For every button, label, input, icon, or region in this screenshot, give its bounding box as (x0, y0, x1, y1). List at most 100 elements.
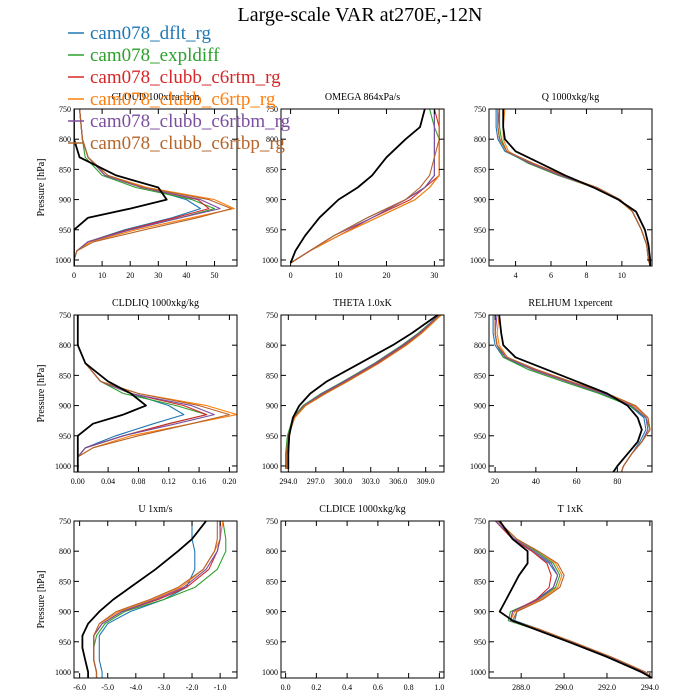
y-tick-label: 850 (474, 577, 486, 586)
y-tick-label: 750 (59, 105, 71, 114)
x-tick-label: 0.6 (373, 683, 383, 692)
y-tick-label: 750 (266, 105, 278, 114)
y-tick-label: 800 (59, 341, 71, 350)
y-tick-label: 950 (59, 432, 71, 441)
x-tick-label: -4.0 (129, 683, 142, 692)
plot-frame (73, 520, 238, 679)
y-tick-label: 900 (59, 196, 71, 205)
plot-frame (488, 314, 653, 473)
y-tick-label: 1000 (470, 668, 486, 677)
legend-label: cam078_clubb_c6rtm_rg (90, 67, 281, 88)
panel-title: Q 1000xkg/kg (542, 92, 600, 103)
panel-title: CLOUD 100xfraction (111, 92, 199, 103)
y-tick-label: 900 (266, 608, 278, 617)
y-tick-label: 850 (266, 165, 278, 174)
x-tick-label: -6.0 (73, 683, 86, 692)
x-tick-label: 4 (514, 271, 518, 280)
y-tick-label: 1000 (262, 256, 278, 265)
x-tick-label: 0 (72, 271, 76, 280)
x-tick-label: 0.12 (162, 477, 176, 486)
x-tick-label: 290.0 (555, 683, 573, 692)
plot-frame (488, 108, 653, 267)
y-tick-label: 800 (59, 547, 71, 556)
x-tick-label: 303.0 (362, 477, 380, 486)
observation-line (289, 109, 426, 264)
x-tick-label: 1.0 (434, 683, 444, 692)
chart-panel: CLOUD 100xfraction Pressure [hPa] 750 800 85… (36, 92, 238, 280)
x-tick-label: 50 (211, 271, 219, 280)
y-tick-label: 750 (474, 105, 486, 114)
x-tick-label: 10 (98, 271, 106, 280)
x-tick-label: 6 (549, 271, 553, 280)
series-line (494, 315, 651, 472)
observation-line (498, 521, 652, 678)
y-tick-label: 900 (474, 196, 486, 205)
observation-line (76, 315, 147, 472)
x-tick-label: 30 (154, 271, 162, 280)
x-tick-label: 80 (613, 477, 621, 486)
x-tick-label: 297.0 (307, 477, 325, 486)
y-tick-label: 950 (59, 638, 71, 647)
y-tick-label: 800 (266, 547, 278, 556)
panel-title: CLDICE 1000xkg/kg (319, 504, 405, 515)
chart-panel: Q 1000xkg/kg 750 800 850 900 950 1000 4 6 8 10 (470, 92, 653, 280)
chart-panel: OMEGA 864xPa/s 750 800 850 900 950 1000 0 10 20 30 (262, 92, 445, 280)
series-line (285, 315, 441, 469)
plot-frame (488, 520, 653, 679)
legend-label: cam078_clubb_c6rtbm_rg (90, 111, 291, 132)
x-tick-label: 0.8 (404, 683, 414, 692)
legend-item: cam078_clubb_c6rtbp_rg (68, 133, 285, 154)
y-tick-label: 750 (474, 517, 486, 526)
y-tick-label: 850 (59, 371, 71, 380)
y-tick-label: 900 (266, 402, 278, 411)
y-tick-label: 800 (474, 341, 486, 350)
y-tick-label: 800 (266, 341, 278, 350)
legend-label: cam078_dflt_rg (90, 23, 212, 44)
legend-item: cam078_expldiff (68, 45, 220, 66)
y-tick-label: 950 (474, 226, 486, 235)
y-tick-label: 850 (266, 371, 278, 380)
x-tick-label: 20 (126, 271, 134, 280)
x-tick-label: -3.0 (158, 683, 171, 692)
chart-panel: T 1xK 750 800 850 900 950 1000 288.0 290.0 292.0 2… (470, 504, 659, 692)
series-line (93, 521, 218, 678)
x-tick-label: 20 (491, 477, 499, 486)
chart-panel: U 1xm/s Pressure [hPa] 750 800 850 900 950 1000… (36, 504, 238, 692)
x-tick-label: 0.00 (71, 477, 85, 486)
y-tick-label: 750 (266, 311, 278, 320)
panel-title: CLDLIQ 1000xkg/kg (112, 298, 199, 309)
observation-line (287, 315, 439, 469)
y-tick-label: 750 (474, 311, 486, 320)
y-axis-label: Pressure [hPa] (36, 364, 47, 422)
y-tick-label: 850 (59, 165, 71, 174)
panel-title: U 1xm/s (138, 504, 172, 515)
y-tick-label: 900 (474, 402, 486, 411)
series-line (497, 521, 652, 678)
y-tick-label: 950 (266, 638, 278, 647)
y-tick-label: 800 (474, 547, 486, 556)
y-tick-label: 900 (59, 402, 71, 411)
x-tick-label: 294.0 (641, 683, 659, 692)
x-tick-label: 10 (618, 271, 626, 280)
legend-item: cam078_dflt_rg (68, 23, 212, 44)
plot-frame (280, 314, 445, 473)
x-tick-label: 0.08 (131, 477, 145, 486)
observation-line (502, 109, 652, 266)
x-tick-label: 0.20 (222, 477, 236, 486)
x-tick-label: -5.0 (101, 683, 114, 692)
y-tick-label: 800 (266, 135, 278, 144)
y-tick-label: 900 (474, 608, 486, 617)
x-tick-label: 8 (584, 271, 588, 280)
legend-item: cam078_clubb_c6rtp_rg (68, 89, 276, 110)
y-tick-label: 1000 (470, 462, 486, 471)
legend-label: cam078_clubb_c6rtbp_rg (90, 133, 285, 154)
y-tick-label: 850 (266, 577, 278, 586)
y-tick-label: 900 (59, 608, 71, 617)
y-tick-label: 900 (266, 196, 278, 205)
panel-title: THETA 1.0xK (333, 298, 392, 309)
plot-frame (280, 108, 445, 267)
